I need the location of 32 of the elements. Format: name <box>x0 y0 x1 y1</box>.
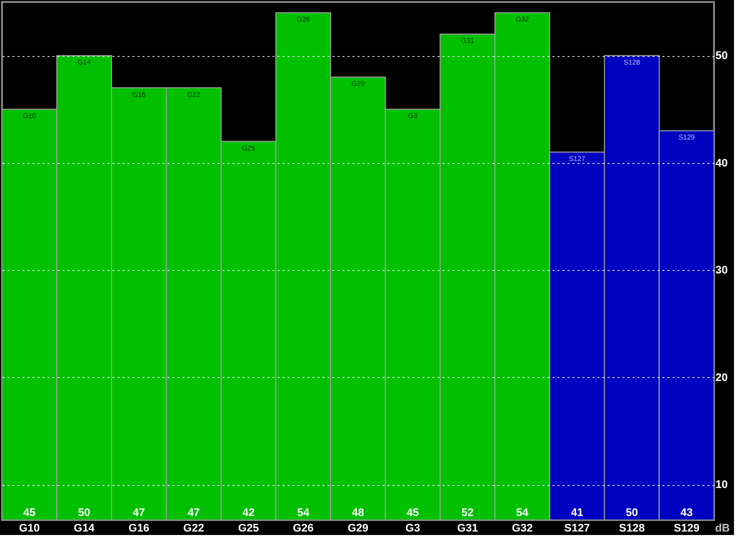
data-label: 42 <box>242 507 255 519</box>
x-tick-label: G14 <box>74 522 96 534</box>
y-tick-label: 20 <box>716 372 728 384</box>
y-tick-label: 30 <box>716 264 728 277</box>
x-tick-label: S128 <box>618 522 645 534</box>
data-label: 52 <box>461 507 474 519</box>
data-label: 45 <box>23 507 36 519</box>
x-tick-label: S129 <box>674 522 700 534</box>
data-label: 48 <box>352 507 364 519</box>
x-tick-label: G3 <box>405 522 420 534</box>
x-tick-label: G22 <box>183 522 204 534</box>
data-label: 47 <box>188 507 200 519</box>
x-tick-label: S127 <box>564 522 590 534</box>
x-tick-label: G29 <box>348 522 368 534</box>
data-label: 45 <box>406 507 419 519</box>
y-tick-label: 40 <box>716 157 728 170</box>
data-label: 47 <box>132 507 146 519</box>
x-tick-label: G26 <box>292 522 314 534</box>
data-label: 41 <box>570 507 584 519</box>
data-label: 54 <box>516 507 530 519</box>
y-tick-label: 10 <box>716 479 728 492</box>
x-tick-label: G32 <box>512 522 533 534</box>
x-tick-label: G31 <box>457 522 478 534</box>
x-tick-label: G25 <box>238 522 259 534</box>
data-label: 43 <box>680 507 693 519</box>
y-axis-title: dB <box>715 522 730 534</box>
data-label: 50 <box>78 507 90 519</box>
data-label: 50 <box>626 507 638 519</box>
x-tick-label: G16 <box>128 522 150 534</box>
x-tick-label: G10 <box>18 522 40 534</box>
y-tick-label: 50 <box>716 50 728 62</box>
data-label: 54 <box>297 507 310 519</box>
